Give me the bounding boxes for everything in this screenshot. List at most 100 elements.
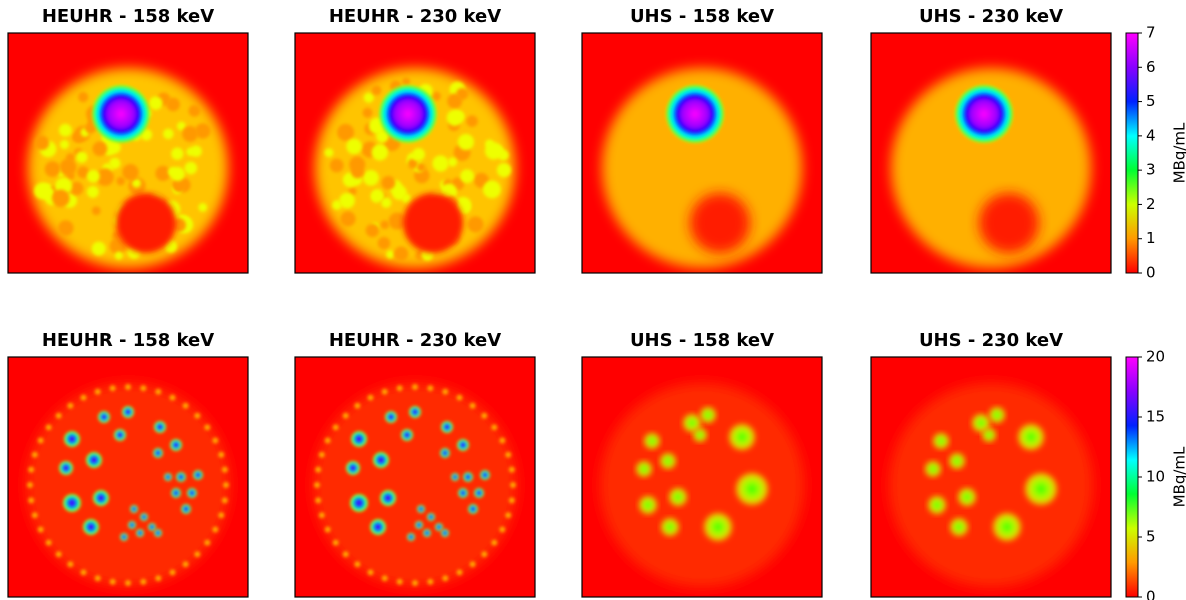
speckle — [60, 159, 77, 176]
rim-dot — [222, 467, 228, 473]
rim-dot — [110, 385, 116, 391]
rim-dot — [56, 551, 62, 557]
rim-dot — [32, 512, 38, 518]
colorbar-label: MBq/mL — [1171, 446, 1186, 507]
sphere — [441, 421, 453, 433]
sphere — [148, 523, 156, 531]
sphere — [704, 513, 732, 541]
speckle — [458, 134, 474, 150]
sphere — [693, 428, 707, 442]
sphere — [989, 407, 1005, 423]
rim-dot — [427, 579, 433, 585]
rim-dot — [412, 384, 418, 390]
hot-spot — [666, 85, 724, 143]
sphere — [441, 529, 449, 537]
sphere — [474, 488, 484, 498]
rim-dot — [491, 424, 497, 430]
sphere — [140, 513, 148, 521]
cold-spot — [690, 193, 750, 253]
sphere — [636, 461, 652, 477]
colorbar-tick-label: 15 — [1146, 408, 1165, 426]
speckle — [185, 162, 198, 175]
rim-dot — [319, 512, 325, 518]
rim-dot — [155, 389, 161, 395]
cold-spot — [979, 193, 1039, 253]
speckle — [467, 216, 483, 232]
rim-dot — [456, 569, 462, 575]
sphere — [1025, 473, 1057, 505]
sphere — [669, 488, 687, 506]
image-panel — [8, 33, 248, 273]
speckle — [432, 92, 441, 101]
sphere — [350, 494, 368, 512]
sphere — [154, 529, 162, 537]
speckle — [363, 108, 373, 118]
panel-title: HEUHR - 158 keV — [42, 330, 214, 351]
hot-spot — [379, 85, 437, 143]
rim-dot — [333, 540, 339, 546]
rim-dot — [315, 467, 321, 473]
rim-dot — [491, 540, 497, 546]
speckle — [168, 167, 177, 176]
sphere — [401, 429, 413, 441]
image-panel — [582, 357, 822, 597]
sphere — [171, 488, 181, 498]
sphere — [417, 505, 425, 513]
sphere — [458, 488, 468, 498]
speckle — [122, 164, 138, 180]
speckle — [45, 161, 61, 177]
speckle — [60, 140, 69, 149]
sphere — [93, 490, 109, 506]
speckle — [402, 194, 411, 203]
colorbar-tick-label: 3 — [1146, 161, 1156, 179]
speckle — [381, 176, 395, 190]
speckle — [116, 177, 125, 186]
hot-spot — [955, 85, 1013, 143]
sphere — [700, 407, 716, 423]
speckle — [466, 115, 478, 127]
rim-dot — [412, 580, 418, 586]
speckle — [432, 155, 448, 171]
rim-dot — [125, 384, 131, 390]
colorbar-tick-label: 0 — [1146, 588, 1156, 600]
sphere — [176, 472, 186, 482]
rim-dot — [169, 569, 175, 575]
speckle — [378, 237, 391, 250]
speckle — [394, 247, 408, 261]
sphere — [63, 494, 81, 512]
sphere — [427, 513, 435, 521]
rim-dot — [27, 482, 33, 488]
rim-dot — [470, 403, 476, 409]
rim-dot — [397, 385, 403, 391]
speckle — [58, 220, 74, 236]
rim-dot — [319, 452, 325, 458]
speckle — [76, 151, 87, 162]
rim-dot — [194, 413, 200, 419]
rim-dot — [212, 437, 218, 443]
rim-dot — [442, 389, 448, 395]
speckle — [412, 148, 425, 161]
rim-dot — [140, 579, 146, 585]
image-panel — [295, 33, 535, 273]
panel-title: HEUHR - 158 keV — [42, 6, 214, 27]
speckle — [92, 206, 101, 215]
speckle — [408, 159, 418, 169]
rim-dot — [505, 512, 511, 518]
colorbar-tick-label: 5 — [1146, 528, 1156, 546]
image-panel — [295, 357, 535, 597]
sphere — [128, 521, 136, 529]
speckle — [149, 96, 162, 109]
colorbar-tick-label: 1 — [1146, 229, 1156, 247]
speckle — [92, 141, 107, 156]
sphere — [993, 513, 1021, 541]
sphere — [86, 452, 102, 468]
speckle — [59, 124, 72, 137]
rim-dot — [169, 395, 175, 401]
rim-dot — [56, 413, 62, 419]
sphere — [925, 461, 941, 477]
rim-dot — [95, 575, 101, 581]
speckle — [163, 129, 173, 139]
colorbar-tick-label: 0 — [1146, 264, 1156, 282]
rim-dot — [354, 561, 360, 567]
rim-dot — [38, 438, 44, 444]
